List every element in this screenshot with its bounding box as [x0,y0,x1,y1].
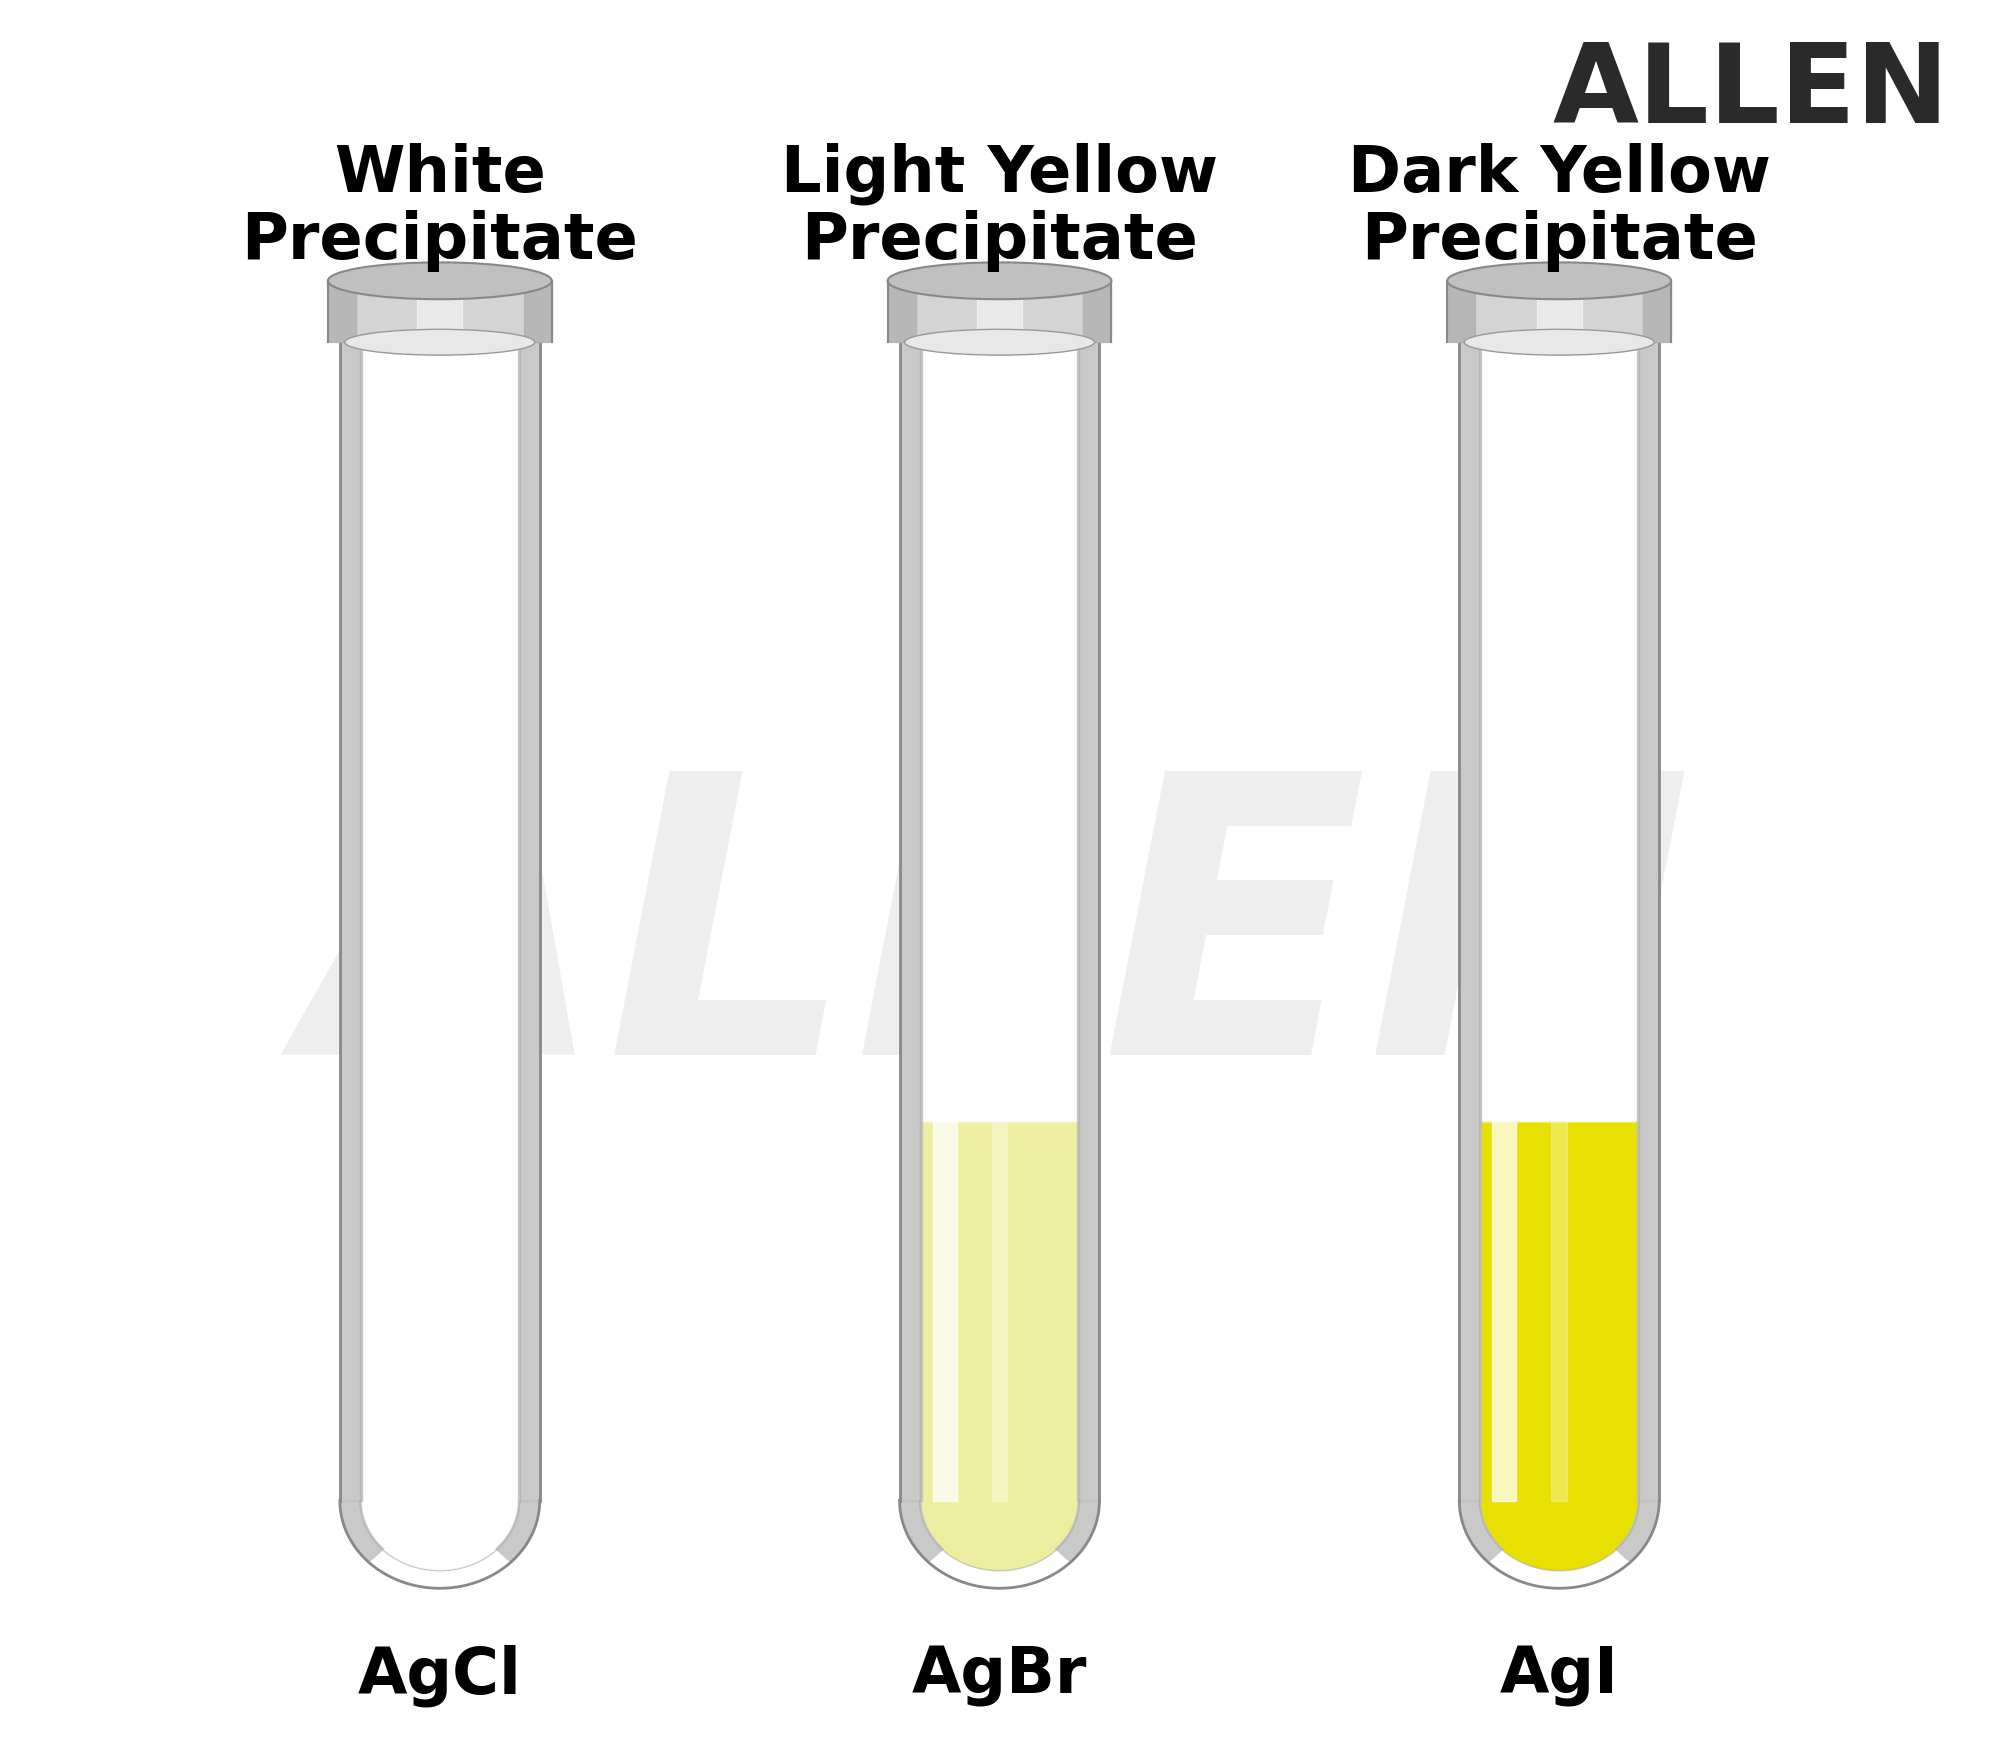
Polygon shape [1636,342,1658,1501]
Polygon shape [1055,1501,1099,1562]
Ellipse shape [903,330,1095,355]
Polygon shape [919,1121,1079,1571]
Ellipse shape [887,263,1111,298]
Polygon shape [523,281,551,342]
Ellipse shape [346,330,535,355]
Text: Dark Yellow
Precipitate: Dark Yellow Precipitate [1347,144,1770,272]
Polygon shape [1447,281,1475,342]
Text: White
Precipitate: White Precipitate [242,144,637,272]
Text: ALLEN: ALLEN [1550,39,1948,146]
Polygon shape [899,342,921,1501]
Polygon shape [977,281,1021,342]
Ellipse shape [328,263,551,298]
Polygon shape [1459,342,1658,1588]
Polygon shape [1642,281,1670,342]
Polygon shape [328,281,551,342]
Polygon shape [899,342,1099,1588]
Polygon shape [1614,1501,1658,1562]
Polygon shape [340,342,539,1588]
Polygon shape [496,1501,539,1562]
Polygon shape [899,1501,943,1562]
Polygon shape [328,281,356,342]
Polygon shape [517,342,539,1501]
Text: AgBr: AgBr [911,1644,1087,1708]
Polygon shape [340,342,362,1501]
Ellipse shape [1463,330,1652,355]
Polygon shape [1459,1501,1502,1562]
Ellipse shape [1447,263,1670,298]
Text: ALLEN: ALLEN [306,760,1692,1135]
Polygon shape [1479,1121,1638,1571]
Polygon shape [1447,281,1670,342]
Text: Light Yellow
Precipitate: Light Yellow Precipitate [781,142,1217,272]
Polygon shape [340,1501,384,1562]
Polygon shape [887,281,915,342]
Polygon shape [887,281,1111,342]
Polygon shape [1536,281,1580,342]
Polygon shape [418,281,462,342]
Polygon shape [1083,281,1111,342]
Text: AgI: AgI [1498,1644,1618,1708]
Polygon shape [1077,342,1099,1501]
Polygon shape [1459,342,1481,1501]
Text: AgCl: AgCl [358,1644,521,1708]
